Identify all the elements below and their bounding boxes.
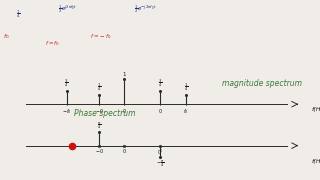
Text: $0$: $0$ <box>122 147 126 155</box>
Text: $-0$: $-0$ <box>95 107 104 115</box>
Text: $\frac{1}{2}e^{j2\pi f_0 t}$: $\frac{1}{2}e^{j2\pi f_0 t}$ <box>58 4 77 15</box>
Text: Phase spectrum: Phase spectrum <box>74 109 135 118</box>
Text: f(Hz): f(Hz) <box>312 107 320 112</box>
Text: $0^l$: $0^l$ <box>157 147 163 157</box>
Text: $\frac{1}{4}$: $\frac{1}{4}$ <box>97 81 101 93</box>
Text: $-f_0$: $-f_0$ <box>62 107 71 116</box>
Text: $0$: $0$ <box>158 107 163 115</box>
Text: $\frac{3}{4}$: $\frac{3}{4}$ <box>158 77 162 89</box>
Text: $0$: $0$ <box>122 107 126 115</box>
Text: $f=f_0$: $f=f_0$ <box>45 40 60 48</box>
Text: $\frac{\pi}{4}$: $\frac{\pi}{4}$ <box>97 121 101 131</box>
Text: magnitude spectrum: magnitude spectrum <box>222 79 302 88</box>
Text: 1: 1 <box>122 72 126 77</box>
Text: $\frac{1}{2}e^{-j2\pi f_0 t}$: $\frac{1}{2}e^{-j2\pi f_0 t}$ <box>134 4 157 15</box>
Text: $\frac{3}{4}$: $\frac{3}{4}$ <box>64 77 69 89</box>
Text: $\frac{1}{4}$: $\frac{1}{4}$ <box>16 9 20 20</box>
Text: $f_0$: $f_0$ <box>3 32 10 41</box>
Text: $-0$: $-0$ <box>95 147 104 155</box>
Text: f(Hz): f(Hz) <box>312 159 320 164</box>
Text: $-\frac{\pi}{4}$: $-\frac{\pi}{4}$ <box>156 159 164 169</box>
Text: $f_0$: $f_0$ <box>183 107 189 116</box>
Text: $f=-f_0$: $f=-f_0$ <box>90 32 111 41</box>
Text: $\frac{1}{4}$: $\frac{1}{4}$ <box>184 81 188 93</box>
